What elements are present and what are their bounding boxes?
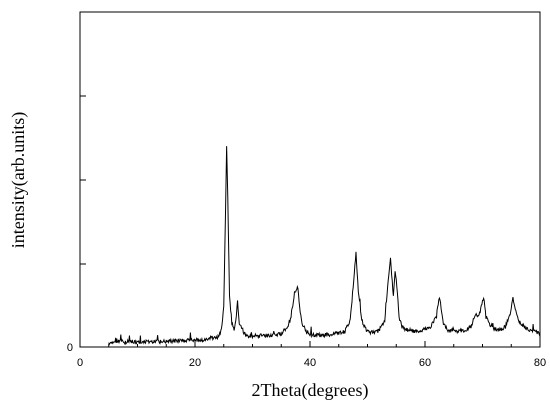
x-tick-label-0: 0	[77, 357, 83, 369]
y-tick-label-0: 0	[67, 342, 73, 354]
y-axis-title: intensity(arb.units)	[8, 112, 29, 248]
x-tick-label-4: 80	[534, 357, 546, 369]
spectrum-line	[108, 146, 541, 346]
x-tick-label-3: 60	[419, 357, 431, 369]
x-axis-title: 2Theta(degrees)	[252, 380, 369, 401]
x-tick-label-2: 40	[304, 357, 316, 369]
ticks-layer: 0 20 40 60 80 0	[67, 11, 546, 369]
plot-frame	[79, 11, 541, 348]
x-tick-label-1: 20	[189, 357, 201, 369]
